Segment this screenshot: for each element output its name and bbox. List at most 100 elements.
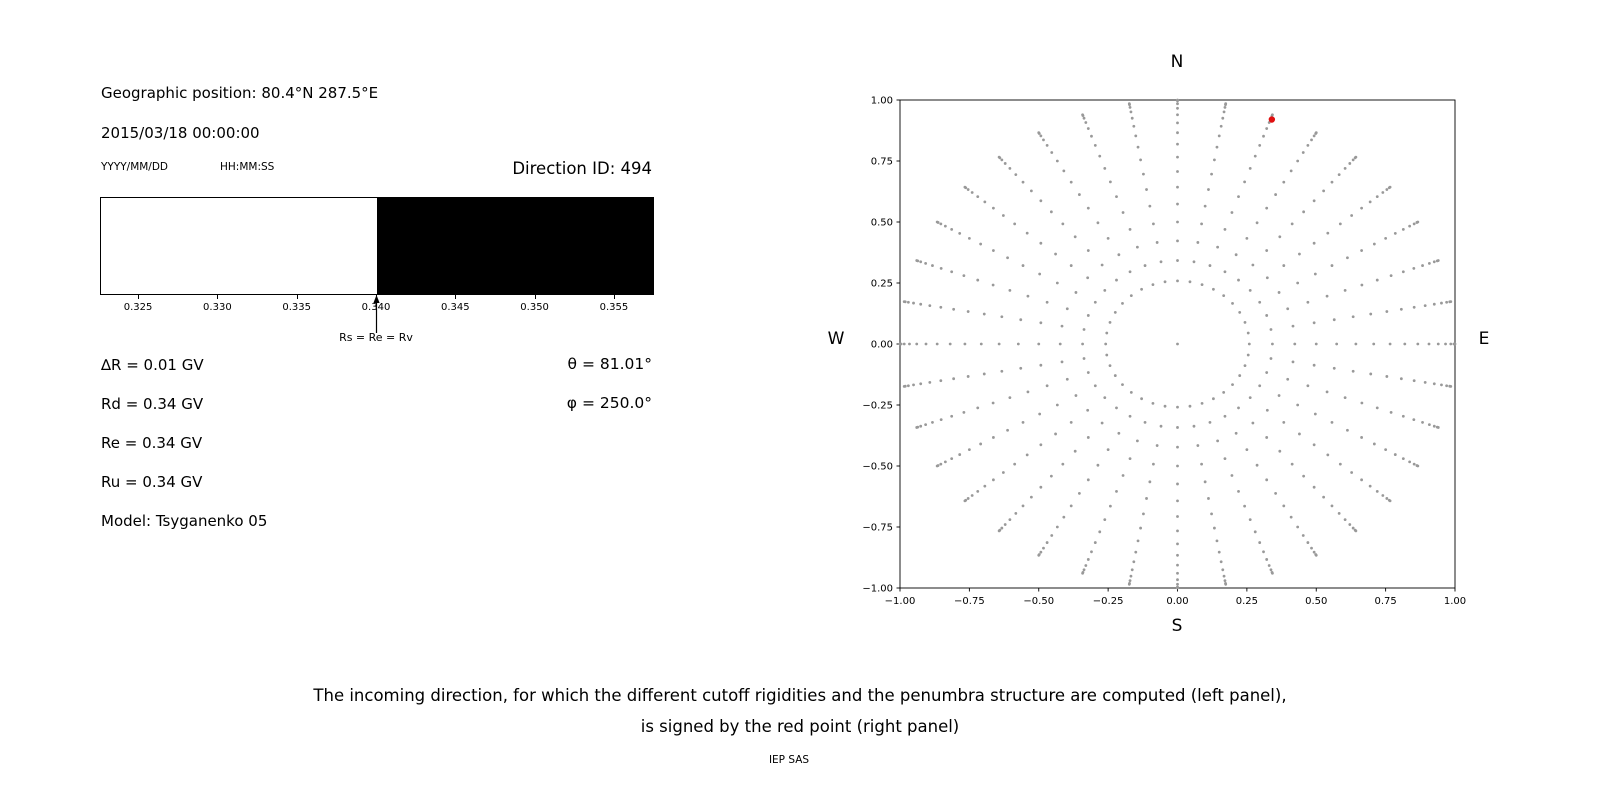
grid-point	[1421, 264, 1424, 267]
grid-point	[1176, 542, 1179, 546]
grid-point	[1019, 318, 1023, 322]
grid-point	[979, 342, 983, 346]
grid-point	[1216, 245, 1220, 249]
grid-point	[1381, 494, 1385, 497]
y-tick-label: −1.00	[862, 584, 893, 595]
grid-point	[1176, 202, 1179, 206]
grid-point	[1372, 342, 1376, 346]
grid-point	[1176, 571, 1179, 575]
x-tick-label: 0.355	[599, 302, 629, 313]
y-tick-label: −0.50	[862, 462, 893, 473]
grid-point	[1427, 423, 1431, 427]
grid-point	[1289, 515, 1293, 519]
grid-point	[1105, 331, 1109, 335]
grid-point	[1222, 390, 1226, 394]
grid-point	[992, 436, 995, 439]
grid-point	[1245, 236, 1249, 240]
y-tick-label: 0.50	[871, 218, 893, 229]
grid-point	[1108, 504, 1112, 508]
grid-point	[1188, 404, 1192, 408]
grid-point	[1155, 241, 1159, 244]
ru-value: Ru = 0.34 GV	[101, 473, 203, 491]
grid-point	[1375, 195, 1379, 199]
grid-point	[1115, 406, 1118, 410]
x-tick-mark	[534, 295, 536, 299]
grid-point	[1134, 550, 1138, 554]
grid-point	[1038, 412, 1042, 416]
grid-point	[1449, 342, 1453, 346]
grid-point	[1282, 504, 1286, 508]
grid-point	[1129, 294, 1133, 298]
grid-point	[924, 261, 928, 265]
grid-point	[1128, 227, 1132, 231]
grid-point	[982, 372, 986, 376]
grid-point	[958, 232, 962, 235]
grid-point	[1021, 264, 1025, 267]
x-tick-mark	[455, 295, 457, 299]
grid-point	[1238, 374, 1242, 377]
x-tick-label: −0.50	[1023, 596, 1054, 607]
x-tick-label: 0.75	[1374, 596, 1396, 607]
grid-point	[1258, 300, 1262, 304]
grid-point	[1127, 582, 1131, 586]
grid-point	[950, 227, 954, 231]
grid-point	[1084, 121, 1088, 124]
grid-point	[1082, 568, 1086, 572]
x-tick-label: 0.25	[1236, 596, 1258, 607]
grid-point	[1310, 138, 1313, 142]
grid-point	[1298, 432, 1301, 436]
grid-point	[1061, 462, 1065, 466]
x-tick-mark	[217, 295, 219, 299]
grid-point	[1312, 321, 1316, 325]
grid-point	[1103, 396, 1107, 400]
grid-point	[924, 423, 928, 427]
grid-point	[1369, 372, 1373, 376]
grid-point	[943, 460, 947, 464]
grid-point	[997, 155, 1001, 159]
grid-point	[1060, 360, 1064, 364]
grid-point	[1306, 144, 1310, 147]
grid-point	[1350, 471, 1354, 474]
grid-point	[1368, 484, 1372, 488]
x-tick-label: 1.00	[1444, 596, 1466, 607]
grid-point	[1176, 185, 1179, 189]
grid-point	[1343, 288, 1347, 292]
grid-point	[1412, 379, 1416, 383]
grid-point	[1274, 193, 1278, 196]
grid-point	[1086, 371, 1090, 374]
grid-point	[1246, 331, 1250, 335]
grid-point	[1132, 124, 1136, 128]
grid-point	[1343, 166, 1347, 170]
grid-point	[1360, 401, 1364, 405]
grid-point	[1130, 116, 1134, 120]
grid-point	[1176, 515, 1179, 518]
grid-point	[1312, 485, 1316, 489]
grid-point	[1440, 301, 1443, 305]
grid-point	[1037, 342, 1041, 346]
grid-point	[906, 300, 910, 304]
grid-point	[1381, 191, 1385, 194]
grid-point	[1037, 131, 1041, 135]
grid-point	[935, 464, 939, 468]
grid-point	[1302, 210, 1306, 214]
grid-point	[991, 401, 995, 405]
direction-plot: −1.00 −0.75 −0.50 −0.25 0.00 0.25 0.50 0.75 1.00…	[862, 96, 1466, 608]
grid-point	[1221, 116, 1225, 120]
grid-point	[915, 342, 919, 346]
grid-point	[1325, 294, 1329, 298]
y-tick-label: −0.25	[862, 401, 893, 412]
grid-point	[1077, 193, 1081, 196]
x-tick-label: 0.350	[520, 302, 549, 313]
grid-point	[1325, 390, 1329, 394]
grid-point	[1106, 236, 1110, 240]
grid-point	[1354, 342, 1358, 346]
grid-point	[1008, 288, 1012, 292]
grid-point	[966, 310, 970, 313]
grid-point	[1039, 241, 1043, 245]
grid-point	[1000, 158, 1004, 162]
grid-point	[1086, 558, 1090, 561]
grid-point	[1423, 304, 1427, 307]
grid-point	[1389, 274, 1393, 278]
grid-point	[1140, 287, 1143, 291]
penumbra-plot	[100, 197, 654, 295]
